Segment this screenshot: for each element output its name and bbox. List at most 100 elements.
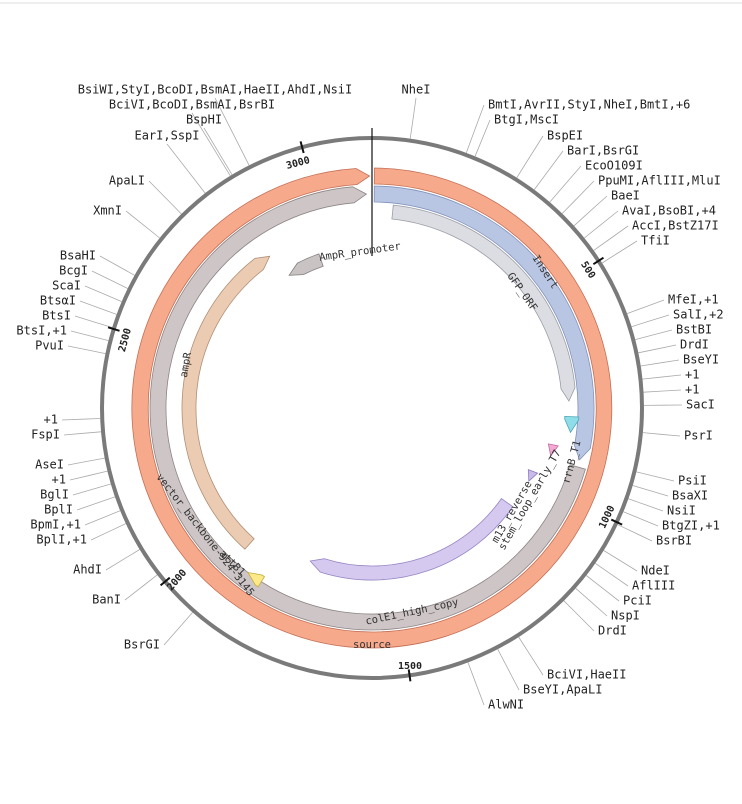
tick-mark: [610, 518, 623, 526]
leader-line: [635, 329, 673, 340]
feature-arc: [391, 204, 576, 402]
feature-arc: [149, 186, 586, 631]
leader-line: [72, 483, 111, 496]
site-label: DrdI: [680, 338, 709, 352]
leader-line: [69, 470, 108, 481]
site-label: BcgI: [59, 264, 88, 278]
site-label: SalI,+2: [673, 308, 724, 322]
site-label: XmnI: [93, 204, 122, 218]
leader-line: [636, 471, 675, 482]
site-label: BarI,BsrGI: [567, 144, 639, 158]
site-label: AccI,BstZ17I: [632, 219, 719, 233]
site-label: BsiWI,StyI,BcoDI,BsmAI,HaeII,AhdI,NsiI: [78, 83, 353, 97]
leader-line: [67, 457, 105, 466]
leader-line: [563, 600, 595, 632]
site-label: BspHI: [186, 113, 222, 127]
leader-line: [626, 299, 665, 314]
feature-arc: [288, 253, 324, 276]
feature-arc: [527, 469, 539, 482]
leader-line: [90, 523, 126, 541]
site-label: MfeI,+1: [668, 293, 719, 307]
site-label: BsaHI: [60, 249, 96, 263]
site-label: BseYI: [683, 353, 719, 367]
site-label: EcoO109I: [585, 159, 643, 173]
feature-arc: [373, 185, 595, 461]
leader-line: [642, 432, 681, 437]
site-label: SacI: [686, 398, 715, 412]
site-label: BglI: [40, 488, 69, 502]
tick-mark: [107, 326, 120, 332]
tick-mark: [159, 576, 171, 587]
site-label: BpmI,+1: [30, 518, 81, 532]
site-label: BplI: [44, 503, 73, 517]
feature-arc: [131, 167, 613, 649]
site-label: PsrI: [684, 429, 713, 443]
site-label: TfiI: [641, 234, 670, 248]
site-label: +1: [52, 473, 66, 487]
leader-line: [79, 300, 117, 315]
leader-line: [70, 330, 109, 341]
leader-line: [191, 112, 231, 177]
leader-line: [623, 511, 659, 527]
leader-line: [516, 135, 544, 178]
leader-line: [643, 389, 682, 393]
leader-line: [148, 180, 182, 215]
leader-line: [163, 612, 193, 646]
leader-line: [640, 359, 680, 367]
leader-line: [593, 225, 629, 251]
leader-line: [642, 374, 682, 380]
leader-line: [166, 143, 206, 194]
leader-line: [61, 418, 101, 421]
tick-label: 2000: [165, 568, 189, 594]
leader-line: [105, 549, 140, 571]
leader-line: [465, 104, 485, 154]
leader-line: [617, 524, 653, 542]
leader-line: [631, 314, 670, 328]
site-label: BplI,+1: [36, 533, 87, 547]
site-label: BanI: [92, 593, 121, 607]
leader-line: [584, 210, 619, 239]
leader-line: [586, 575, 620, 602]
site-label: BsrGI: [124, 638, 160, 652]
leader-line: [467, 662, 485, 706]
leader-line: [632, 485, 669, 497]
site-label: BspEI: [547, 129, 583, 143]
site-label: EarI,SspI: [134, 129, 199, 143]
site-label: BsrBI: [656, 534, 692, 548]
leader-line: [84, 285, 122, 302]
leader-line: [214, 97, 250, 166]
site-label: NheI: [402, 83, 431, 97]
site-label: PvuI: [35, 339, 64, 353]
leader-line: [124, 574, 158, 601]
leader-line: [99, 255, 135, 276]
leader-line: [76, 496, 116, 511]
site-label: FspI: [31, 428, 60, 442]
site-label: BciVI,HaeII: [547, 668, 626, 682]
site-label: NdeI: [641, 564, 670, 578]
feature-arc: [564, 415, 580, 434]
site-label: ScaI: [52, 279, 81, 293]
site-label: NsiI: [667, 504, 696, 518]
tick-mark: [407, 669, 412, 682]
leader-line: [125, 210, 160, 239]
leader-line: [549, 165, 582, 203]
leader-line: [603, 550, 638, 572]
site-label: +1: [685, 383, 699, 397]
leader-line: [67, 345, 106, 354]
site-label: BstBI: [676, 323, 712, 337]
site-label: AseI: [35, 458, 64, 472]
feature-label: stem_loop_early_T7: [496, 448, 563, 553]
site-label: AvaI,BsoBI,+4: [622, 204, 716, 218]
leader-line: [628, 498, 664, 512]
tick-label: 1500: [398, 661, 422, 672]
leader-line: [84, 510, 121, 526]
site-label: PpuMI,AflIII,MluI: [598, 174, 721, 188]
leader-line: [91, 270, 128, 289]
feature-arc: [247, 571, 266, 588]
leader-line: [203, 127, 233, 176]
leader-line: [74, 315, 113, 328]
site-label: +1: [685, 368, 699, 382]
site-label: AflIII: [632, 579, 675, 593]
feature-arc: [309, 498, 514, 581]
